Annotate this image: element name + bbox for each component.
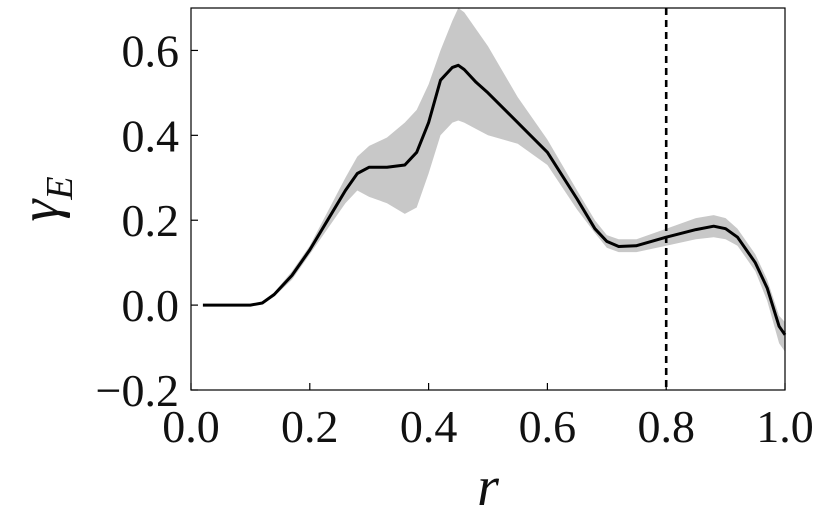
- x-tick-label: 1.0: [756, 401, 814, 452]
- series-line-layer: [202, 63, 787, 336]
- y-tick-labels: −0.2 0.0 0.2 0.4 0.6: [96, 25, 179, 416]
- y-axis-label: γE: [9, 176, 81, 221]
- y-tick-label: 0.6: [122, 25, 180, 76]
- series-line: [202, 63, 787, 336]
- x-tick-label: 0.0: [162, 401, 220, 452]
- plot-frame: [190, 7, 786, 391]
- tick-layer: [190, 49, 786, 391]
- y-axis-label-subscript: E: [39, 176, 81, 200]
- y-axis-label-main: γ: [9, 198, 71, 222]
- x-tick-label: 0.4: [400, 401, 458, 452]
- confidence-band-layer: [202, 8, 785, 352]
- confidence-band: [202, 8, 785, 352]
- x-tick-labels: 0.0 0.2 0.4 0.6 0.8 1.0: [162, 401, 814, 452]
- x-tick-label: 0.8: [637, 401, 695, 452]
- y-tick-label: 0.0: [122, 280, 180, 331]
- y-tick-label: 0.4: [122, 110, 180, 161]
- x-tick-label: 0.6: [519, 401, 577, 452]
- y-tick-label: −0.2: [96, 365, 179, 416]
- y-tick-label: 0.2: [122, 195, 180, 246]
- x-tick-label: 0.2: [281, 401, 339, 452]
- x-axis-label: r: [477, 456, 499, 518]
